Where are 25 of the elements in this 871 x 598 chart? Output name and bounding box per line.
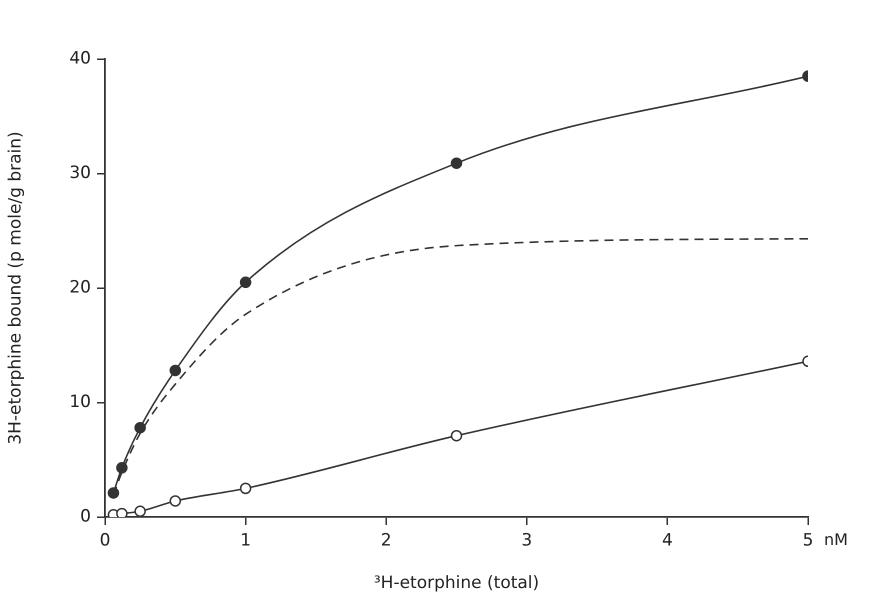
point [170,364,182,376]
x-tick-label: 0 [100,530,110,551]
point [240,482,252,494]
point [450,157,462,169]
y-tick-label: 30 [69,162,91,183]
x-axis-title: ³H-etorphine (total) [374,573,540,594]
y-tick-label: 40 [69,48,91,68]
point [240,276,252,288]
x-tick-label: 4 [662,530,673,551]
x-tick-label: 2 [380,530,392,551]
point [134,422,146,434]
point [108,487,120,499]
x-tick-label: 5 [802,530,814,551]
point [134,506,146,517]
y-tick-label: 10 [69,392,91,412]
point [170,495,182,507]
point [116,462,128,474]
point [116,508,128,517]
x-tick-label: 1 [240,530,252,551]
y-tick-label: 20 [69,277,91,298]
y-tick-label: 0 [80,506,91,526]
x-tick-label: 3 [521,530,532,551]
point [450,430,462,442]
text: nM [824,530,848,550]
y-axis-title: 3H-etorphine bound (p mole/g brain) [6,131,26,445]
